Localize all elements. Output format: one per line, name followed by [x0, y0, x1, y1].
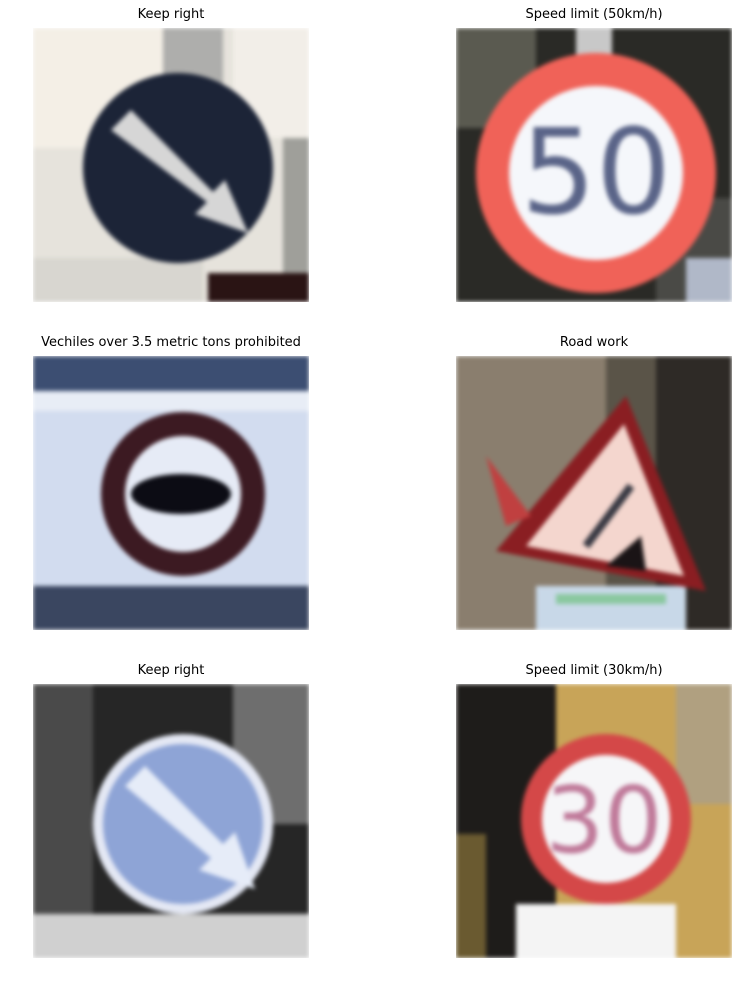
panel-title: Road work [559, 335, 629, 350]
speed-limit-50-sign-icon: 50 [456, 28, 732, 302]
keep-right-sign-icon [33, 684, 309, 958]
road-work-sign-icon [456, 356, 732, 630]
keep-right-sign-icon [33, 28, 309, 302]
svg-text:50: 50 [521, 103, 671, 241]
speed-limit-30-sign-icon: 30 [456, 684, 732, 958]
svg-text:30: 30 [545, 767, 662, 874]
panel-4: Road work [456, 334, 732, 630]
panel-6: Speed limit (30km/h) 30 [456, 662, 732, 958]
panel-title: Speed limit (30km/h) [525, 663, 663, 678]
panel-2: Speed limit (50km/h) 50 [456, 6, 732, 302]
panel-title: Keep right [137, 7, 205, 22]
panel-title: Speed limit (50km/h) [525, 7, 663, 22]
panel-title: Keep right [137, 663, 205, 678]
vehicles-over-3-5-tons-prohibited-sign-icon [33, 356, 309, 630]
panel-3: Vechiles over 3.5 metric tons prohibited [33, 334, 309, 630]
panel-title: Vechiles over 3.5 metric tons prohibited [41, 335, 301, 350]
panel-1: Keep right [33, 6, 309, 302]
panel-5: Keep right [33, 662, 309, 958]
